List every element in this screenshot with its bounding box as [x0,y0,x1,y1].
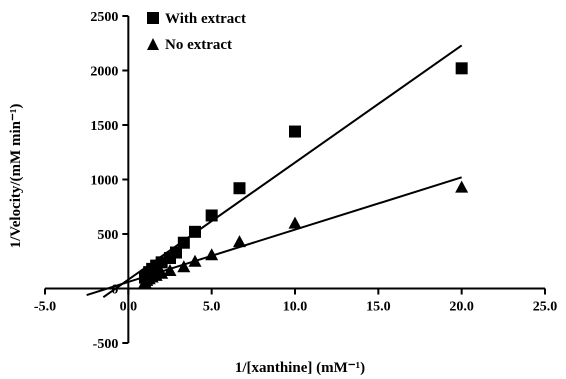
y-tick-label: -500 [93,337,119,352]
legend: With extract No extract [147,11,246,53]
x-tick-label: 15.0 [366,300,391,315]
legend-label-with-extract: With extract [165,11,246,27]
tick-labels: -5.0 0.0 5.0 10.0 15.0 20.0 25.0 -500 0 500 1000 15… [34,10,557,352]
legend-label-no-extract: No extract [165,37,232,53]
data-points [138,62,469,288]
x-tick-label: -5.0 [34,300,56,315]
data-point-with-extract [189,225,201,238]
axes [44,15,546,344]
y-tick-label: 2500 [90,10,118,25]
y-tick-label: 1500 [90,119,118,134]
data-point-with-extract [170,246,182,259]
fit-lines [86,44,463,299]
x-tick-label: 25.0 [533,300,558,315]
data-point-with-extract [455,62,468,75]
legend-marker-no-extract [147,38,159,50]
y-tick-label: 500 [97,228,118,243]
data-point-no-extract [233,235,246,248]
x-axis-title: 1/[xanthine] (mM⁻¹) [235,360,365,376]
data-point-no-extract [163,264,177,277]
fit-line-with-extract [102,44,463,299]
x-tick-label: 0.0 [120,300,138,315]
y-tick-label: 2000 [90,65,118,80]
x-tick-label: 20.0 [449,300,474,315]
data-point-with-extract [205,209,218,222]
data-point-no-extract [177,260,191,273]
x-tick-label: 10.0 [283,300,308,315]
data-point-no-extract [455,180,469,193]
y-axis-title: 1/Velocity/(mM min⁻¹) [8,104,24,249]
x-tick-label: 5.0 [203,300,221,315]
data-point-with-extract [233,182,246,195]
data-point-no-extract [205,248,219,261]
data-point-with-extract [177,236,190,249]
data-point-no-extract [288,216,302,229]
y-tick-label: 0 [111,283,118,298]
data-point-with-extract [289,125,301,138]
legend-marker-with-extract [147,12,159,24]
y-tick-label: 1000 [90,174,118,189]
data-point-no-extract [188,254,202,267]
